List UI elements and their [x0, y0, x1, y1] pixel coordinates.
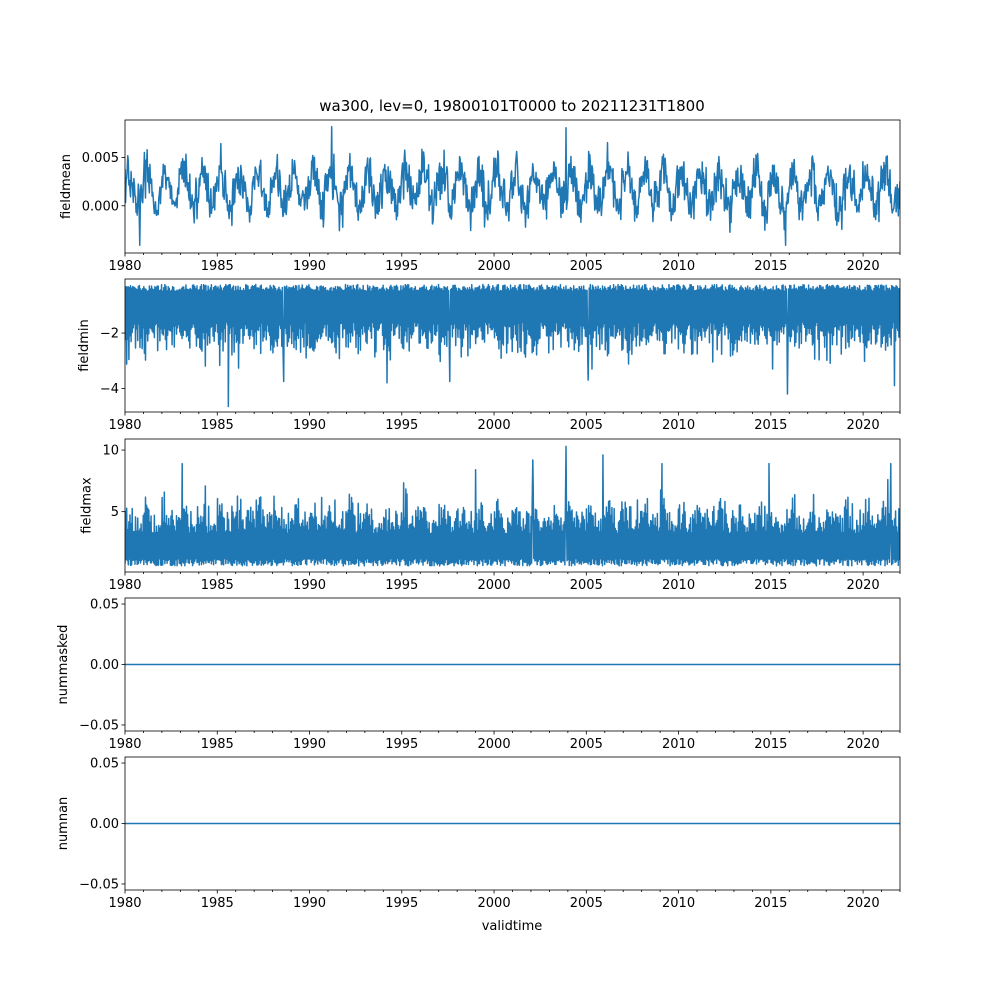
x-tick-label: 1990 — [293, 896, 326, 911]
x-tick-label: 1985 — [201, 418, 234, 433]
x-tick-label: 2010 — [662, 578, 695, 593]
panel-fieldmin: 1980 1985 1990 1995 2000 2005 2010 2015 2020 −2 −4… — [77, 278, 901, 433]
x-tick-label: 2000 — [478, 737, 511, 752]
x-tick-label: 2000 — [478, 418, 511, 433]
x-tick-label: 2020 — [847, 896, 880, 911]
x-tick-label: 1980 — [108, 259, 141, 274]
y-tick-label: 0.00 — [90, 658, 119, 673]
x-tick-label: 2005 — [570, 259, 603, 274]
x-tick-label: 2005 — [570, 418, 603, 433]
x-tick-label: 2010 — [662, 259, 695, 274]
y-tick-label: −0.05 — [79, 877, 119, 892]
x-tick-label: 2005 — [570, 896, 603, 911]
x-tick-label: 2000 — [478, 259, 511, 274]
x-tick-label: 2010 — [662, 737, 695, 752]
y-tick-label: 0.000 — [82, 199, 119, 214]
y-axis-label: nummasked — [56, 625, 71, 705]
y-tick-label: 5 — [111, 505, 119, 520]
x-tick-label: 1995 — [385, 578, 418, 593]
x-tick-label: 2005 — [570, 578, 603, 593]
series-line-fieldmin — [125, 283, 900, 408]
x-tick-label: 1990 — [293, 259, 326, 274]
y-tick-label: 0.00 — [90, 817, 119, 832]
panel-numnan: 1980 1985 1990 1995 2000 2005 2010 2015 2020 0.05… — [56, 757, 901, 911]
panel-nummasked: 1980 1985 1990 1995 2000 2005 2010 2015 2020 0.05… — [56, 598, 901, 752]
series-line-fieldmax — [125, 445, 900, 567]
x-tick-label: 1990 — [293, 418, 326, 433]
series-line-fieldmean — [125, 126, 900, 247]
x-tick-label: 2015 — [754, 896, 787, 911]
x-tick-label: 1995 — [385, 737, 418, 752]
y-axis-label: numnan — [56, 797, 71, 851]
y-tick-label: −2 — [100, 327, 119, 342]
y-tick-label: 0.005 — [82, 151, 119, 166]
x-tick-label: 2015 — [754, 737, 787, 752]
x-tick-label: 1985 — [201, 259, 234, 274]
y-tick-label: 0.05 — [90, 757, 119, 772]
x-tick-label: 1995 — [385, 896, 418, 911]
x-tick-label: 1980 — [108, 418, 141, 433]
panel-fieldmax: 1980 1985 1990 1995 2000 2005 2010 2015 2020 10 5 f… — [79, 438, 901, 593]
x-axis-label: validtime — [482, 919, 543, 934]
x-tick-label: 1990 — [293, 737, 326, 752]
x-tick-label: 2020 — [847, 578, 880, 593]
y-tick-label: −4 — [100, 382, 119, 397]
x-tick-label: 2020 — [847, 259, 880, 274]
x-tick-label: 2010 — [662, 896, 695, 911]
y-tick-label: −0.05 — [79, 718, 119, 733]
x-tick-label: 1995 — [385, 259, 418, 274]
x-tick-label: 2010 — [662, 418, 695, 433]
x-tick-label: 2015 — [754, 578, 787, 593]
y-axis-label: fieldmax — [79, 477, 94, 534]
x-tick-label: 1980 — [108, 896, 141, 911]
x-tick-label: 1980 — [108, 578, 141, 593]
x-tick-label: 1985 — [201, 896, 234, 911]
y-tick-label: 10 — [102, 444, 119, 459]
x-tick-label: 1985 — [201, 737, 234, 752]
y-tick-label: 0.05 — [90, 598, 119, 613]
x-tick-label: 1990 — [293, 578, 326, 593]
chart-title: wa300, lev=0, 19800101T0000 to 20211231T… — [319, 97, 705, 115]
x-tick-label: 2020 — [847, 737, 880, 752]
x-tick-label: 1995 — [385, 418, 418, 433]
panel-fieldmean: 1980 1985 1990 1995 2000 2005 2010 2015 2020 0.00… — [59, 119, 901, 274]
x-tick-label: 2000 — [478, 896, 511, 911]
panels: 1980 1985 1990 1995 2000 2005 2010 2015 2020 0.00… — [56, 119, 901, 911]
x-tick-label: 2020 — [847, 418, 880, 433]
y-axis-label: fieldmin — [77, 319, 92, 372]
x-tick-label: 1980 — [108, 737, 141, 752]
x-tick-label: 2015 — [754, 418, 787, 433]
x-tick-label: 1985 — [201, 578, 234, 593]
x-tick-label: 2000 — [478, 578, 511, 593]
y-axis-label: fieldmean — [59, 154, 74, 219]
x-tick-label: 2005 — [570, 737, 603, 752]
x-tick-label: 2015 — [754, 259, 787, 274]
